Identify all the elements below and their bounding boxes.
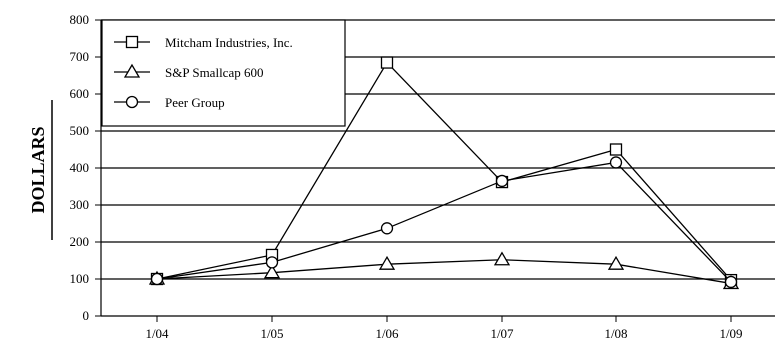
legend: Mitcham Industries, Inc. S&P Smallcap 600… <box>101 19 346 127</box>
y-tick-label: 700 <box>70 49 90 64</box>
y-tick-label: 100 <box>70 271 90 286</box>
series-line-triangle <box>156 259 732 285</box>
y-tick-label: 200 <box>70 234 90 249</box>
y-axis-label-group: DOLLARS <box>28 100 53 240</box>
data-point-triangle <box>263 264 281 279</box>
series-group <box>148 56 740 290</box>
x-tick-label: 1/08 <box>604 326 627 341</box>
series-circle <box>150 156 738 289</box>
y-tick-label: 400 <box>70 160 90 175</box>
data-point-circle <box>380 222 394 235</box>
x-tick-label: 1/09 <box>719 326 742 341</box>
y-tick-labels: 0 100 200 300 400 500 600 700 800 <box>70 12 101 323</box>
y-axis-label: DOLLARS <box>28 126 48 213</box>
x-tick-labels: 1/04 1/05 1/06 1/07 1/08 1/09 <box>145 316 743 341</box>
data-point-circle <box>609 156 623 169</box>
data-point-square <box>380 56 394 69</box>
data-point-triangle <box>493 251 511 266</box>
data-point-triangle <box>378 255 396 270</box>
y-tick-label: 300 <box>70 197 90 212</box>
series-triangle <box>148 251 740 290</box>
legend-marker-circle <box>125 95 139 109</box>
y-tick-label: 600 <box>70 86 90 101</box>
data-point-square <box>609 143 623 156</box>
legend-label: Peer Group <box>165 95 225 110</box>
y-tick-label: 800 <box>70 12 90 27</box>
data-point-triangle <box>607 255 625 270</box>
legend-box <box>101 19 346 127</box>
data-point-circle <box>150 272 164 286</box>
series-line-circle <box>156 161 732 283</box>
y-tick-label: 500 <box>70 123 90 138</box>
legend-label: S&P Smallcap 600 <box>165 65 263 80</box>
legend-label: Mitcham Industries, Inc. <box>165 35 293 50</box>
data-point-circle <box>495 174 509 188</box>
x-tick-label: 1/07 <box>490 326 514 341</box>
x-tick-label: 1/05 <box>260 326 283 341</box>
x-tick-label: 1/06 <box>375 326 399 341</box>
data-point-circle <box>724 275 738 289</box>
y-tick-label: 0 <box>83 308 90 323</box>
legend-marker-triangle <box>123 63 141 78</box>
x-tick-label: 1/04 <box>145 326 169 341</box>
series-line-square <box>156 61 732 281</box>
legend-marker-square <box>125 35 139 49</box>
data-point-circle <box>265 256 279 269</box>
